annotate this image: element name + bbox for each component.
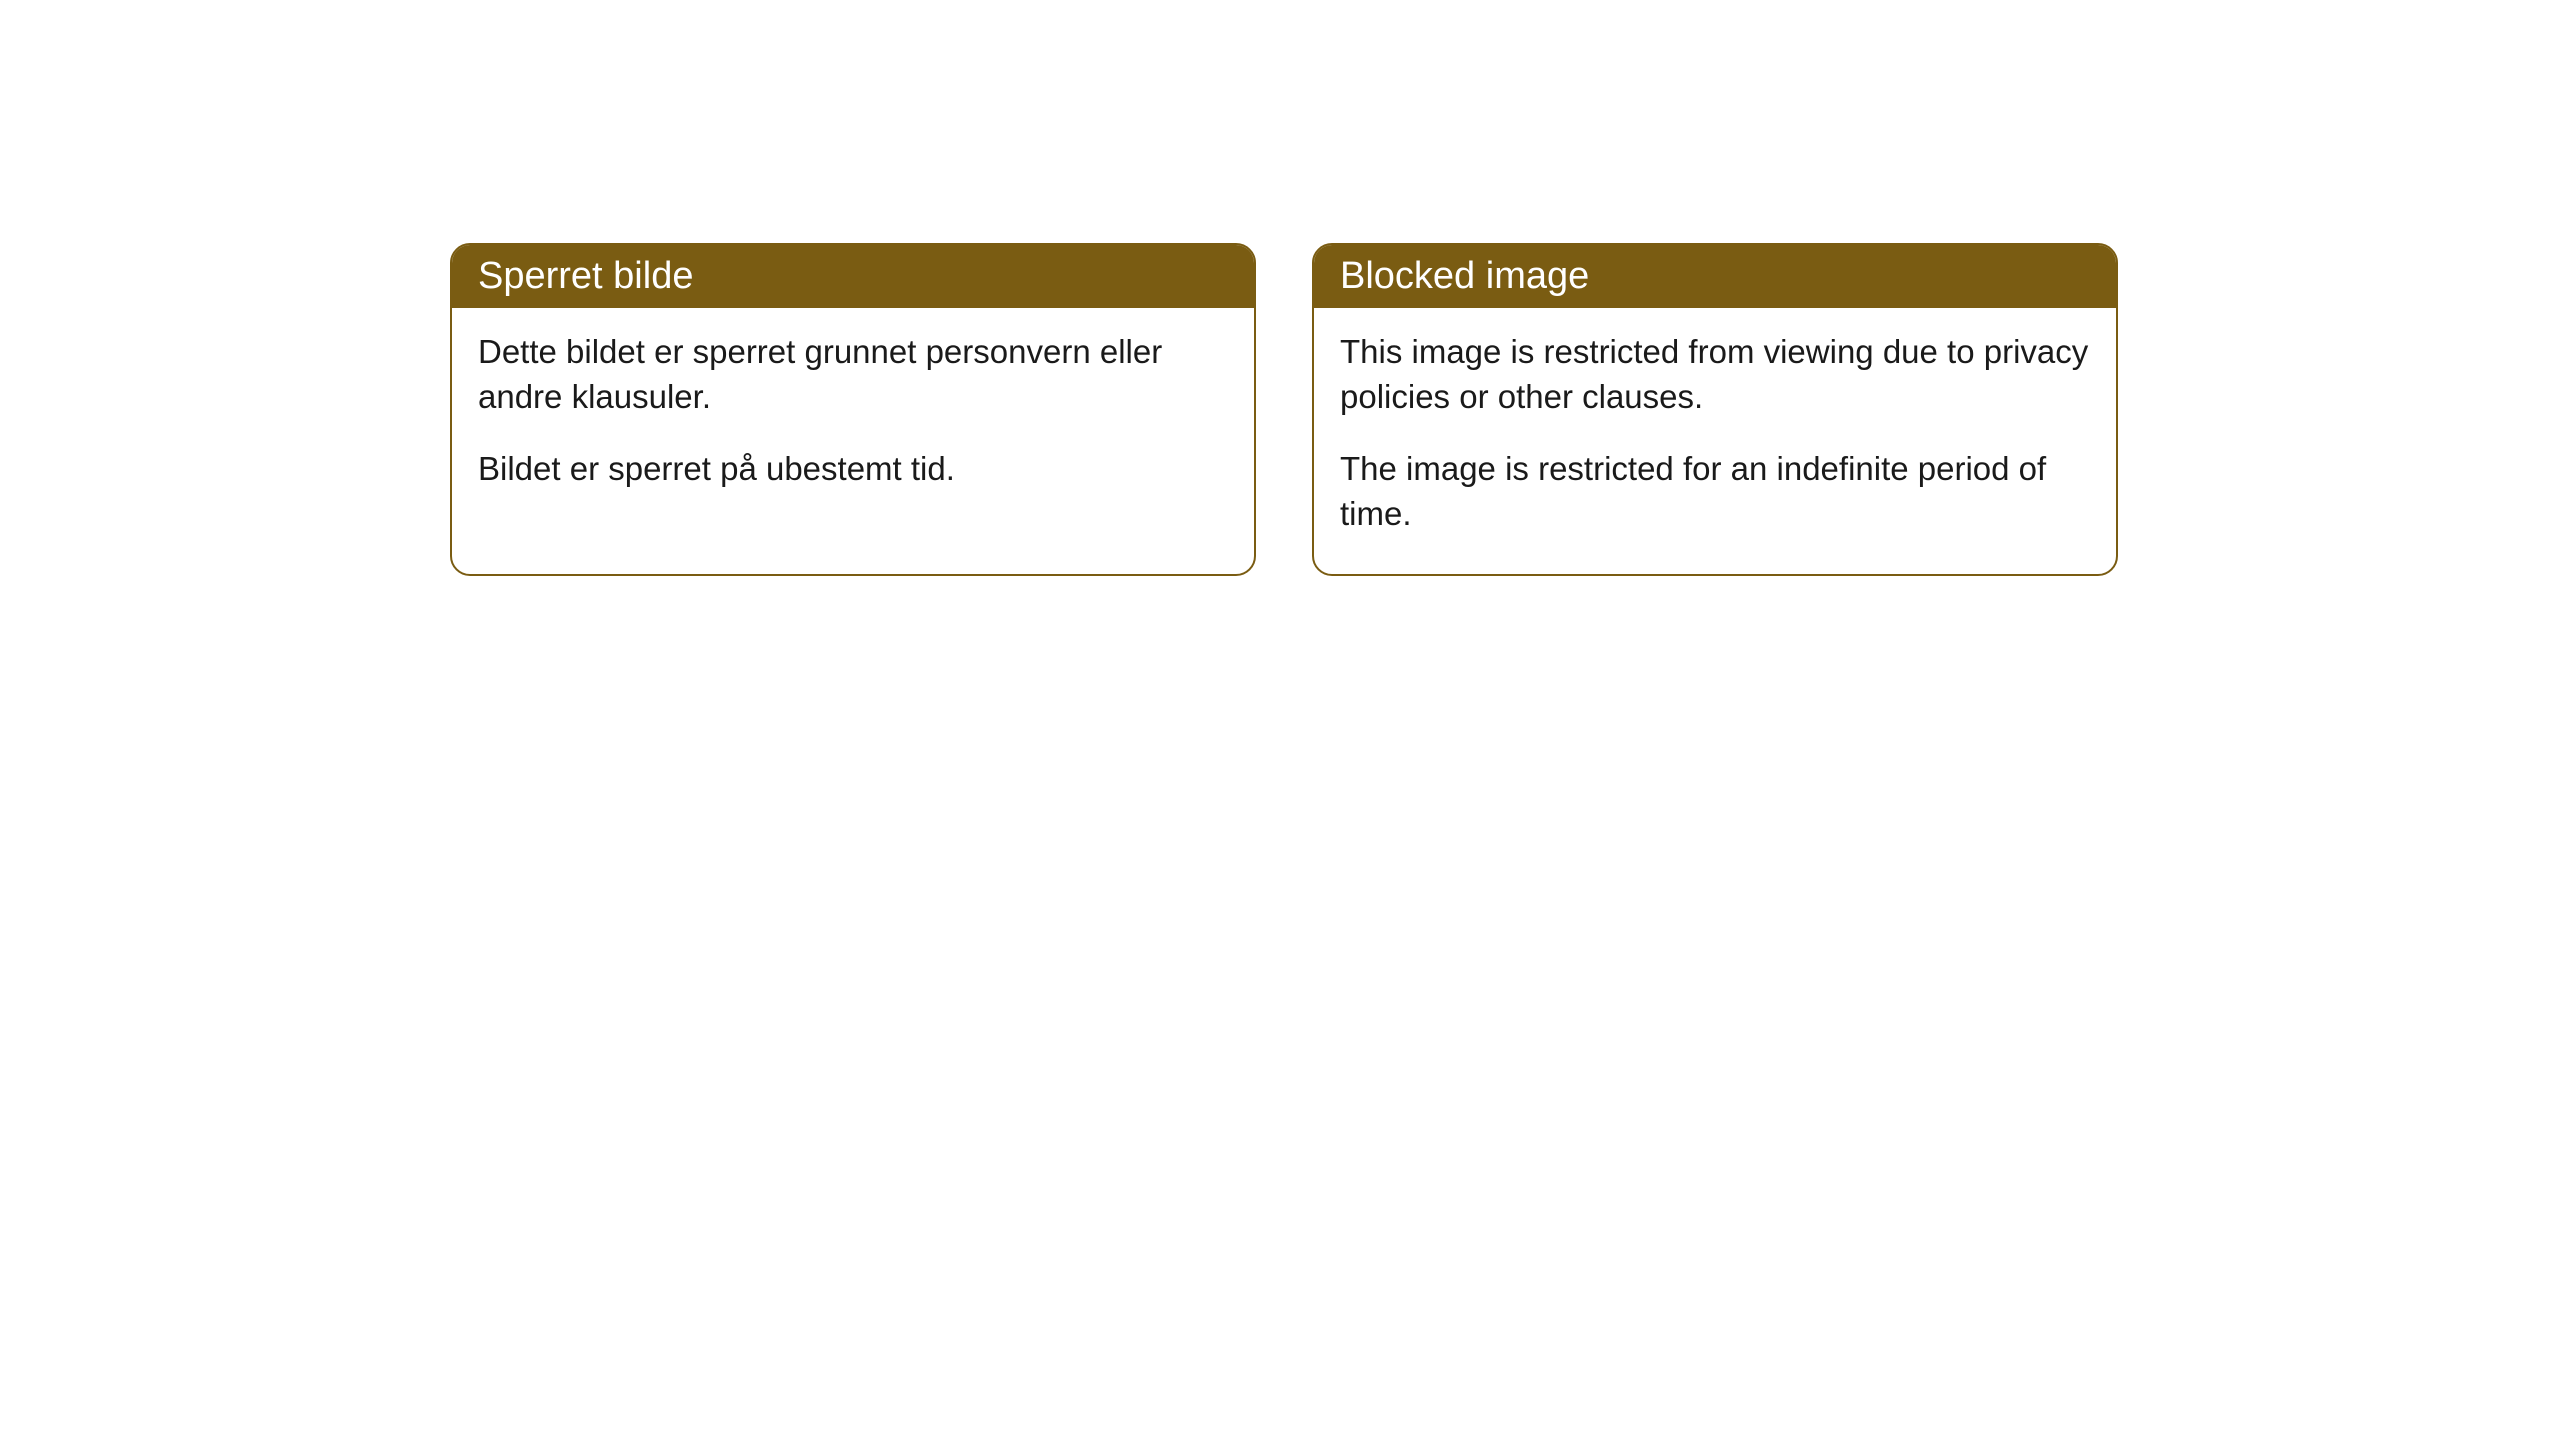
card-para2: The image is restricted for an indefinit… [1340,447,2090,536]
card-header: Sperret bilde [452,245,1254,308]
card-para2: Bildet er sperret på ubestemt tid. [478,447,1228,492]
notice-card-norwegian: Sperret bilde Dette bildet er sperret gr… [450,243,1256,576]
card-body: This image is restricted from viewing du… [1314,308,2116,574]
card-title: Blocked image [1340,255,1589,297]
card-para1: Dette bildet er sperret grunnet personve… [478,330,1228,419]
card-body: Dette bildet er sperret grunnet personve… [452,308,1254,530]
notice-card-english: Blocked image This image is restricted f… [1312,243,2118,576]
card-para1: This image is restricted from viewing du… [1340,330,2090,419]
notice-container: Sperret bilde Dette bildet er sperret gr… [450,243,2118,576]
card-header: Blocked image [1314,245,2116,308]
card-title: Sperret bilde [478,255,693,297]
